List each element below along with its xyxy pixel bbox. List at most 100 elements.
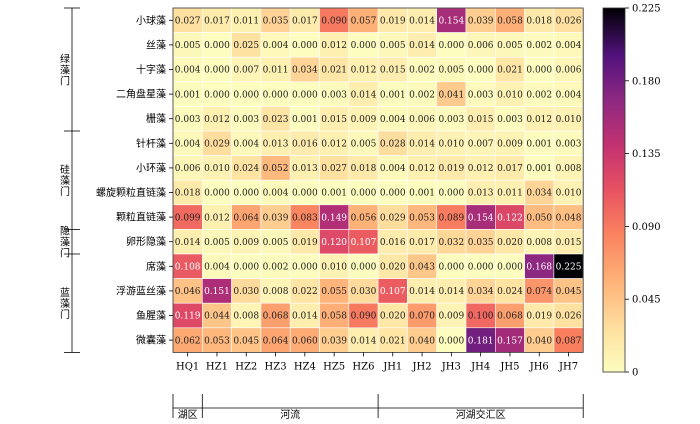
cell-value-label: 0.014 [351,336,377,346]
cell-value-label: 0.011 [497,189,523,199]
heatmap-cell [319,32,350,58]
heatmap-cell [494,56,525,83]
cell-value-label: 0.149 [321,213,347,223]
heatmap-cell [465,106,496,132]
heatmap-cell [202,179,232,206]
heatmap-cell [289,106,320,132]
cell-value-label: 0.005 [380,41,406,51]
heatmap-cell [289,179,320,206]
heatmap-cell [172,204,203,230]
heatmap-cell [377,278,408,304]
heatmap-cell [436,106,467,132]
cell-value-label: 0.026 [556,17,582,27]
cell-value-label: 0.225 [556,263,582,273]
heatmap-cell [524,229,555,255]
heatmap-cell [231,278,262,304]
heatmap-cell [377,56,408,83]
cell-value-label: 0.020 [380,263,406,273]
cell-value-label: 0.043 [409,263,435,273]
cell-value-label: 0.012 [321,41,347,51]
cell-value-label: 0.034 [526,189,552,199]
cell-value-label: 0.151 [204,287,230,297]
cell-value-label: 0.000 [292,41,318,51]
cell-value-label: 0.060 [292,336,318,346]
cell-value-label: 0.005 [263,238,289,248]
cell-value-label: 0.009 [497,140,523,150]
column-label: JH2 [412,361,432,372]
row-label: 浮游蓝丝藻 [116,284,166,297]
row-label: 卵形隐藻 [126,235,166,248]
cell-value-label: 0.004 [556,90,582,100]
cell-value-label: 0.090 [321,17,347,27]
heatmap-cell [202,7,232,33]
heatmap-cell [289,155,320,181]
heatmap-cell [202,130,232,156]
cell-value-label: 0.014 [351,90,377,100]
cell-value-label: 0.052 [263,164,289,174]
cell-value-label: 0.010 [204,164,230,174]
column-label: HZ1 [206,361,228,372]
colorbar-tick-label: 0.180 [632,76,661,87]
cell-value-label: 0.006 [468,41,494,51]
heatmap-cell [377,253,408,279]
cell-value-label: 0.181 [468,336,494,346]
cell-value-label: 0.003 [556,140,582,150]
cell-value-label: 0.100 [468,312,494,322]
heatmap-cell [553,204,584,230]
column-label: JH5 [499,361,519,372]
cell-value-label: 0.000 [526,66,552,76]
row-label: 微囊藻 [136,334,166,347]
row-label: 螺旋颗粒直链藻 [96,186,166,199]
row-label: 颗粒直链藻 [116,211,166,224]
cell-value-label: 0.011 [263,66,289,76]
row-label: 丝藻 [146,38,166,51]
heatmap-cell [172,155,203,181]
heatmap-cell [319,327,350,353]
row-group-label: 绿藻门 [60,53,70,88]
heatmap-cell [231,155,262,181]
heatmap-cell [553,130,584,156]
heatmap-cell [172,179,203,206]
cell-value-label: 0.015 [321,115,347,125]
heatmap-cell [494,155,525,181]
cell-value-label: 0.013 [468,189,494,199]
heatmap-cell [524,81,555,107]
cell-value-label: 0.009 [233,238,259,248]
cell-value-label: 0.010 [497,90,523,100]
cell-value-label: 0.004 [556,41,582,51]
cell-value-label: 0.000 [351,263,377,273]
cell-value-label: 0.019 [526,312,552,322]
heatmap-cell [436,7,467,33]
heatmap-cell [260,81,291,107]
heatmap-cell [407,204,437,230]
cell-value-label: 0.002 [526,41,552,51]
cell-value-label: 0.000 [233,189,259,199]
cell-value-label: 0.087 [556,336,582,346]
cell-value-label: 0.002 [409,90,435,100]
cell-value-label: 0.014 [409,41,435,51]
cell-value-label: 0.012 [526,115,552,125]
cell-value-label: 0.039 [263,213,289,223]
heatmap-cell [377,302,408,329]
heatmap-cell [494,253,525,279]
column-label: JH1 [382,361,402,372]
heatmap-cell [524,130,555,156]
cell-value-label: 0.029 [204,140,230,150]
cell-value-label: 0.001 [175,90,201,100]
heatmap-cell [524,106,555,132]
cell-value-label: 0.107 [351,238,377,248]
row-label: 二角盘星藻 [116,88,166,101]
cell-value-label: 0.006 [409,115,435,125]
heatmap-cell [377,130,408,156]
heatmap-cell [202,229,232,255]
cell-value-label: 0.035 [468,238,494,248]
cell-value-label: 0.004 [263,189,289,199]
column-group-label: 湖区 [178,409,198,421]
row-label: 小球藻 [136,14,166,27]
cell-value-label: 0.002 [263,263,289,273]
cell-value-label: 0.009 [438,312,464,322]
column-label: HZ3 [265,361,287,372]
heatmap-cell [524,32,555,58]
cell-value-label: 0.013 [292,164,318,174]
heatmap-cell [407,327,437,353]
